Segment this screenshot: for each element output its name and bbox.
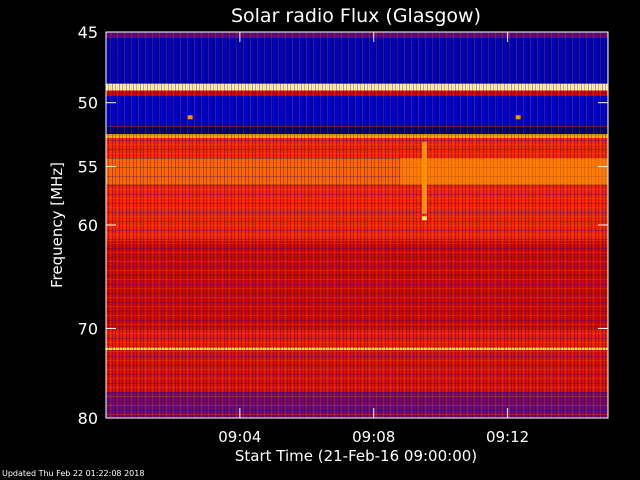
spectral-features	[187, 115, 608, 221]
x-tick-label: 09:12	[486, 428, 529, 446]
update-timestamp: Updated Thu Feb 22 01:22:08 2018	[2, 469, 145, 478]
y-tick-label: 55	[78, 158, 98, 177]
chart-title: Solar radio Flux (Glasgow)	[231, 5, 481, 27]
y-tick-label: 45	[78, 23, 98, 42]
x-tick-label: 09:08	[352, 428, 395, 446]
burst-spot	[421, 216, 427, 221]
brightening-region	[400, 158, 608, 185]
y-axis: 45 50 55 60 70 80	[78, 23, 608, 428]
y-tick-label: 50	[78, 94, 98, 113]
plot-area	[106, 32, 608, 418]
y-tick-label: 60	[78, 216, 98, 235]
y-tick-label: 70	[78, 319, 98, 338]
x-tick-label: 09:04	[218, 428, 261, 446]
y-axis-label: Frequency [MHz]	[48, 162, 66, 288]
burst-spot	[515, 115, 521, 120]
burst-spot	[187, 115, 193, 120]
y-tick-label: 80	[78, 409, 98, 428]
x-axis-label: Start Time (21-Feb-16 09:00:00)	[235, 447, 477, 465]
x-axis: 09:04 09:08 09:12	[218, 32, 529, 446]
